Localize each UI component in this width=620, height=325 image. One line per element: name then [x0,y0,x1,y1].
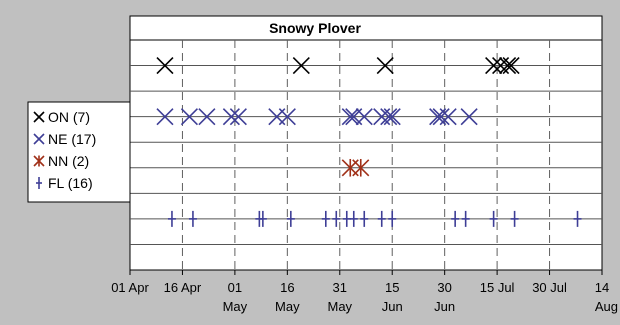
x-tick-label: 15 [385,280,399,295]
x-tick-label: 15 Jul [480,280,515,295]
legend-entry: NN (2) [33,153,89,169]
legend-marker [36,177,42,189]
x-tick-label: 16 Apr [164,280,202,295]
legend-label: ON (7) [48,109,90,125]
data-point-ne [439,108,457,126]
legend-label: NE (17) [48,131,96,147]
data-point-on [292,56,310,75]
legend-entries: ON (7) NE (17) NN (2) FL (16) [33,109,96,191]
data-point-fl [489,210,498,227]
data-point-ne [341,108,359,126]
data-point-ne [222,108,240,126]
x-tick-label-month: May [223,299,248,314]
x-axis-ticks: 01 Apr 16 Apr 01 May 16 May 31 May 15 Jun 30 Jun 15 … [111,270,618,314]
marker-stroke [383,108,401,126]
data-point-fl [188,210,197,227]
marker-stroke [33,133,45,145]
x-tick-label: 31 [333,280,347,295]
data-point-ne [383,108,401,126]
marker-stroke [376,56,394,75]
data-point-fl [342,210,351,227]
data-point-on [376,56,394,75]
data-point-nn [352,158,370,177]
legend: ON (7) NE (17) NN (2) FL (16) [27,101,131,203]
x-tick-label-month: May [327,299,352,314]
x-tick-label-month: May [275,299,300,314]
marker-stroke [222,108,240,126]
data-point-fl [377,210,386,227]
plot-area [129,39,603,271]
marker-stroke [278,108,296,126]
data-point-on [156,56,174,75]
marker-stroke [33,111,45,123]
x-tick-label-month: Aug [595,299,618,314]
grid-layer [130,40,602,270]
marker-stroke [355,108,373,126]
marker-stroke [485,56,503,75]
marker-stroke [180,108,199,126]
data-point-ne [229,108,247,126]
x-tick-label-month: Jun [382,299,403,314]
marker-stroke [229,108,247,126]
data-point-ne [355,108,373,126]
x-tick-label: 01 Apr [111,280,149,295]
data-point-on [502,56,520,75]
legend-marker [33,133,45,145]
x-tick-label: 16 [280,280,294,295]
marker-stroke [499,56,517,75]
marker-stroke [156,56,174,75]
marker-stroke [502,56,520,75]
data-point-ne [432,108,450,126]
legend-label: NN (2) [48,153,89,169]
chart-title: Snowy Plover [269,20,361,36]
data-point-fl [451,210,460,227]
marker-stroke [432,108,450,126]
marker-stroke [380,108,398,126]
data-point-ne [380,108,398,126]
data-point-fl [349,210,358,227]
data-point-fl [360,210,369,227]
marker-stroke [198,108,216,126]
data-point-ne [156,108,174,126]
legend-marker [33,111,45,123]
x-tick-label: 30 Jul [532,280,567,295]
x-tick-label: 30 [437,280,451,295]
x-tick-label-month: Jun [434,299,455,314]
data-point-on [499,56,517,75]
data-point-fl [573,210,582,227]
legend-entry: ON (7) [33,109,90,125]
x-tick-label: 14 [595,280,609,295]
data-point-fl [332,210,341,227]
data-point-ne [460,108,478,126]
data-point-fl [388,210,397,227]
data-point-fl [321,210,330,227]
data-point-fl [286,210,295,227]
marker-stroke [341,108,359,126]
marker-stroke [292,56,310,75]
data-point-fl [461,210,470,227]
legend-marker [33,155,45,167]
data-point-ne [198,108,216,126]
marker-stroke [439,108,457,126]
marks-layer [156,56,582,227]
legend-box [27,101,131,203]
title-band [129,15,603,41]
data-point-ne [278,108,296,126]
legend-entry: NE (17) [33,131,96,147]
data-point-fl [258,210,267,227]
data-point-fl [510,210,519,227]
data-point-fl [167,210,176,227]
data-point-ne [180,108,199,126]
legend-entry: FL (16) [36,175,93,191]
x-tick-label: 01 [228,280,242,295]
marker-stroke [156,108,174,126]
data-point-on [485,56,503,75]
marker-stroke [460,108,478,126]
legend-label: FL (16) [48,175,93,191]
